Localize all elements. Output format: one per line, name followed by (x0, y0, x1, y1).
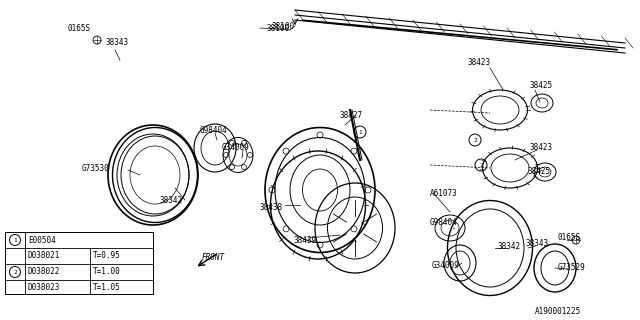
Text: 1: 1 (358, 130, 362, 134)
Text: 38343: 38343 (105, 37, 128, 46)
Text: D038023: D038023 (28, 284, 60, 292)
Text: T=1.05: T=1.05 (93, 284, 121, 292)
Text: G73529: G73529 (558, 262, 586, 271)
Text: G34009: G34009 (222, 142, 250, 151)
Text: T=0.95: T=0.95 (93, 252, 121, 260)
Text: G98404: G98404 (430, 218, 458, 227)
Text: G34009: G34009 (432, 261, 460, 270)
Text: 0165S: 0165S (68, 23, 91, 33)
Text: 2: 2 (13, 269, 17, 275)
Text: 38425: 38425 (530, 81, 553, 90)
Text: 38427: 38427 (340, 110, 363, 119)
FancyBboxPatch shape (5, 232, 153, 294)
Text: 38100: 38100 (266, 23, 289, 33)
Text: A61073: A61073 (430, 188, 458, 197)
Text: 0165S: 0165S (558, 233, 581, 242)
Text: 2: 2 (473, 138, 477, 142)
Text: 38423: 38423 (530, 142, 553, 151)
Text: 38342: 38342 (497, 242, 520, 251)
Text: FRONT: FRONT (202, 253, 225, 262)
Text: 38439: 38439 (294, 236, 317, 244)
Text: D038022: D038022 (28, 268, 60, 276)
Text: 38342: 38342 (160, 196, 183, 204)
Text: T=1.00: T=1.00 (93, 268, 121, 276)
Text: 38425: 38425 (528, 166, 551, 175)
Text: D038021: D038021 (28, 252, 60, 260)
Text: 38423: 38423 (467, 58, 490, 67)
Text: 1: 1 (13, 237, 17, 243)
Text: 2: 2 (479, 163, 483, 167)
Text: G73530: G73530 (82, 164, 109, 172)
Text: E00504: E00504 (28, 236, 56, 244)
Text: 38343: 38343 (525, 238, 548, 247)
Text: 38100: 38100 (272, 21, 295, 30)
Text: 38438: 38438 (260, 203, 283, 212)
Text: A190001225: A190001225 (535, 308, 581, 316)
Text: G98404: G98404 (200, 125, 228, 134)
